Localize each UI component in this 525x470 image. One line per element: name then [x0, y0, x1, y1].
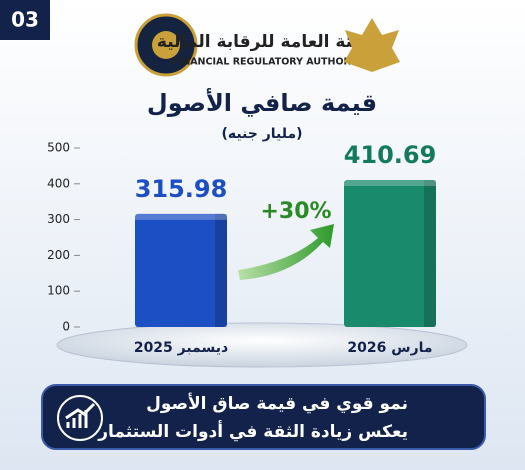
footer-line: يعكس زيادة الثقة في أدوات الستثمار [97, 420, 408, 442]
footer-line: نمو قوي في قيمة صاق الأصول [146, 393, 408, 414]
bar-shade [424, 179, 436, 327]
y-tick-label: 300 [47, 212, 70, 226]
bar [135, 213, 227, 327]
bar [344, 179, 436, 327]
y-tick-label: 100 [47, 284, 70, 298]
value-label: 410.69 [344, 141, 437, 169]
footer-icon-chart [65, 402, 96, 428]
header-english: FINANCIAL REGULATORY AUTHORITY [172, 57, 368, 68]
x-tick-label: مارس 2026 [347, 340, 432, 356]
platform [56, 322, 468, 368]
footer-box [41, 384, 486, 450]
chart-title: قيمة صافي الأصول [147, 88, 377, 117]
badge-box [0, 0, 50, 40]
y-tick-label: 500 [47, 141, 70, 155]
value-label: 315.98 [135, 175, 228, 203]
y-tick-label: 400 [47, 176, 70, 190]
eagle-emblem [344, 18, 400, 72]
annotation: +30% [260, 199, 331, 224]
footer-icon [57, 395, 103, 441]
badge: 03 [11, 8, 39, 32]
x-tick-label: ديسمبر 2025 [134, 340, 228, 356]
y-tick-label: 200 [47, 248, 70, 262]
bar-top [344, 179, 436, 186]
chart-subtitle: (مليار جنيه) [221, 126, 302, 142]
growth-arrow [238, 224, 334, 280]
logo-center [152, 31, 180, 59]
bar-top [135, 213, 227, 220]
y-tick-label: 0 [62, 320, 70, 334]
header-arabic: الهيئة العامة للرقابة المالية [157, 32, 383, 52]
bar-shade [215, 213, 227, 327]
